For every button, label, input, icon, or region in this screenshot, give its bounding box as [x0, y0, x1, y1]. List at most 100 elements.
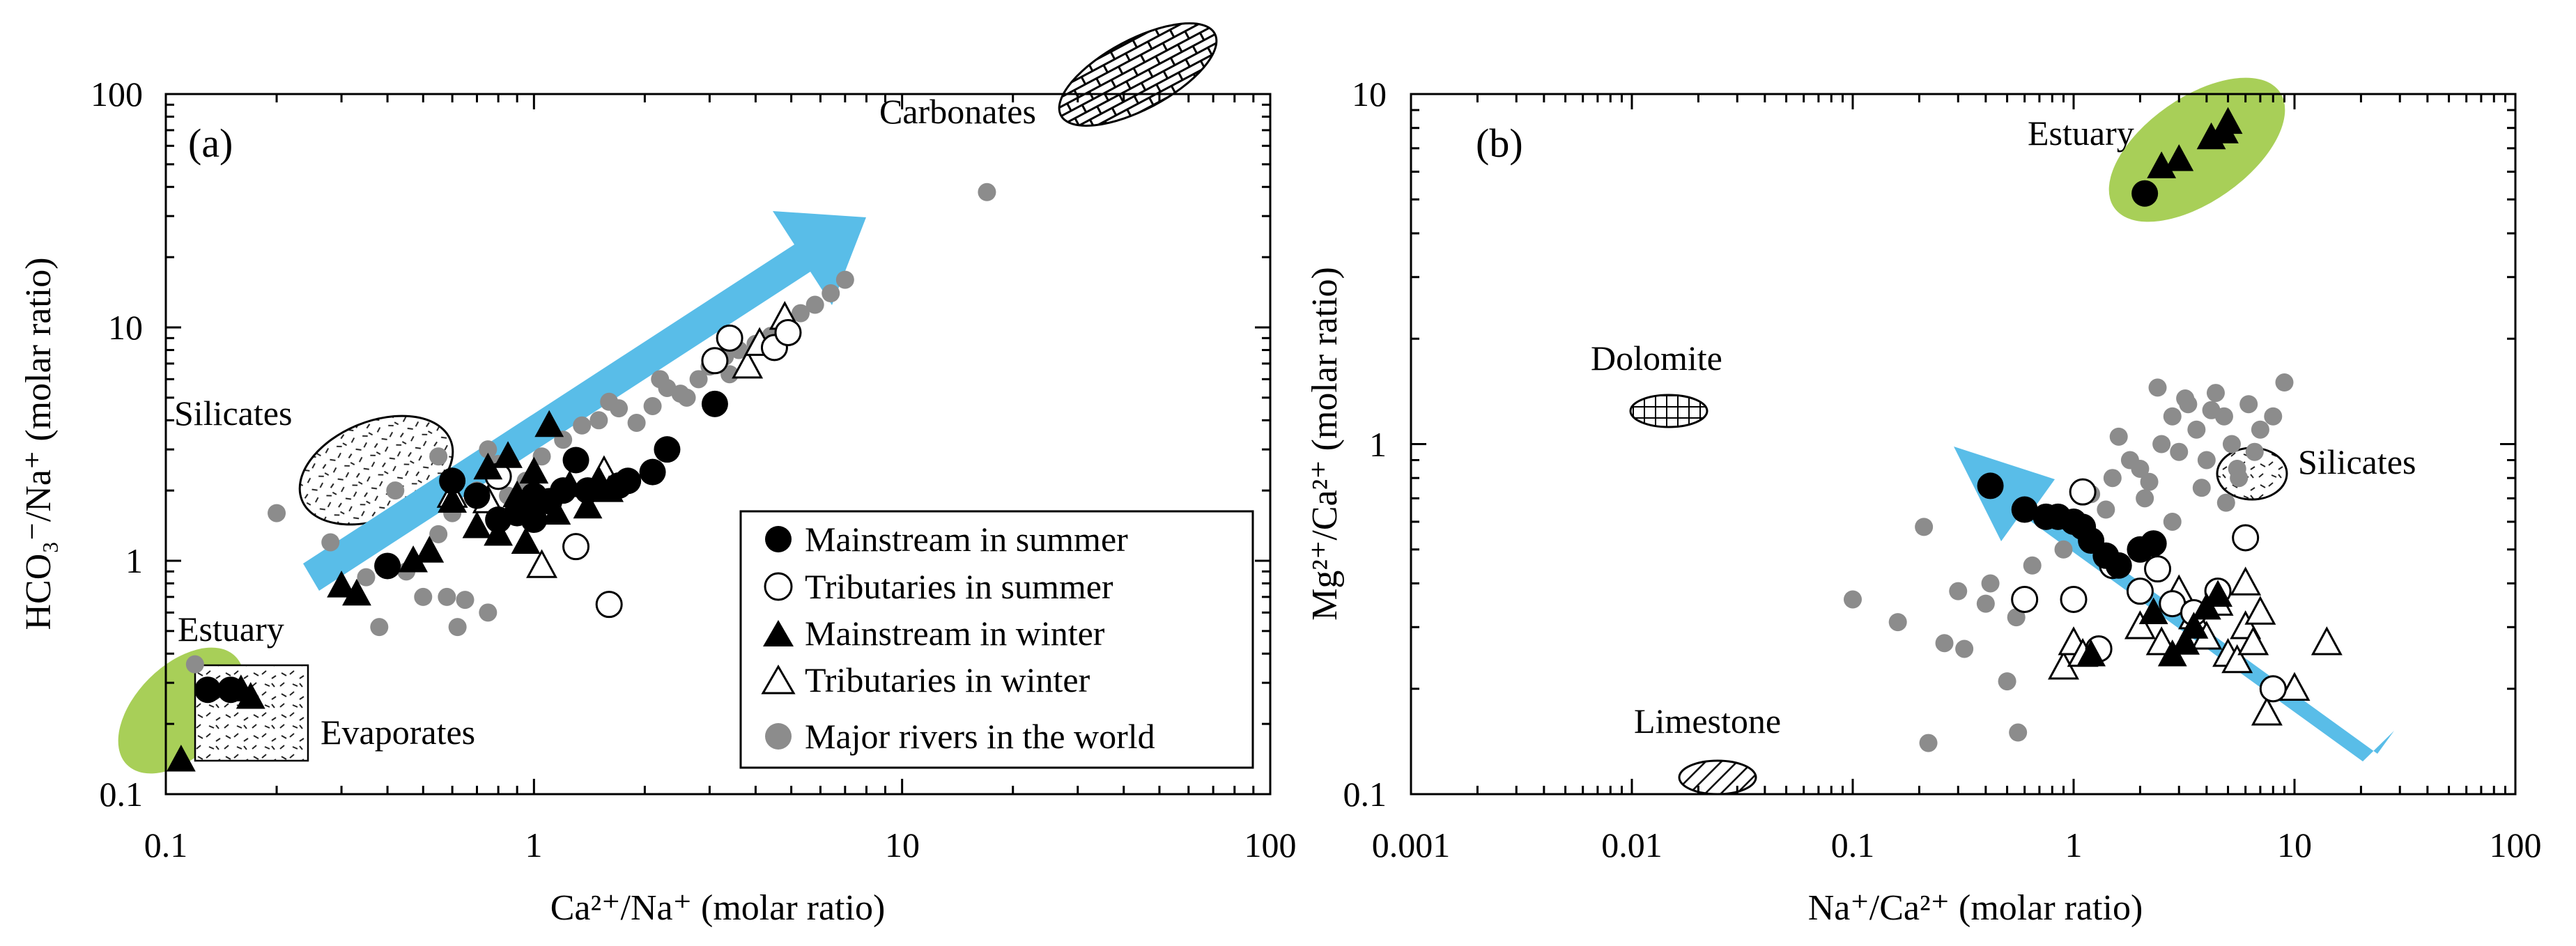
legend-label-2: Mainstream in winter [805, 614, 1105, 653]
data-point-ms-summer [2131, 180, 2159, 207]
data-point-tr-summer [716, 324, 743, 352]
data-point-world [429, 447, 448, 466]
data-point-ms-summer [550, 477, 577, 504]
b-panel-tag: (b) [1476, 121, 1523, 166]
a-y-tick-1: 1 [125, 541, 143, 580]
legend-marker-tributaries-summer [764, 572, 793, 601]
data-point-world [357, 568, 376, 587]
data-point-tr-winter [2237, 626, 2269, 656]
data-point-world [1976, 594, 1995, 613]
data-point-tr-winter [2221, 644, 2253, 674]
data-point-tr-summer [774, 318, 802, 346]
data-point-tr-summer [562, 533, 590, 561]
data-point-ms-winter [2179, 612, 2209, 639]
data-point-world [978, 183, 996, 201]
data-point-ms-winter [166, 745, 196, 772]
data-point-world [479, 440, 498, 459]
data-point-world [835, 270, 854, 289]
data-point-ms-winter [2213, 107, 2243, 134]
data-point-world [689, 370, 708, 389]
data-point-ms-summer [562, 447, 589, 474]
data-point-ms-summer [639, 458, 666, 486]
b-y-tick-0: 0.1 [1343, 775, 1387, 814]
data-point-ms-winter [519, 456, 549, 484]
data-point-ms-summer [2140, 530, 2167, 557]
data-point-ms-winter [327, 571, 356, 598]
b-x-tick-4: 10 [2277, 825, 2312, 864]
data-point-world [448, 618, 467, 637]
data-point-tr-winter [2278, 672, 2311, 701]
data-point-ms-winter [473, 452, 503, 480]
data-point-world [2202, 401, 2221, 419]
a-x-tick-1: 1 [525, 825, 543, 864]
data-point-tr-winter [732, 349, 764, 379]
b-annot-silicates: Silicates [2298, 442, 2416, 481]
a-y-axis-label: HCO₃⁻/Na⁺ (molar ratio) [19, 257, 59, 630]
b-x-tick-2: 0.1 [1831, 825, 1875, 864]
panel-b-ticks [1410, 93, 2517, 796]
legend: Mainstream in summer Tributaries in summ… [739, 510, 1254, 769]
data-point-world [573, 416, 592, 435]
data-point-world [2163, 512, 2182, 531]
data-point-ms-summer [217, 676, 245, 704]
data-point-ms-winter [2076, 639, 2106, 667]
data-point-ms-winter [2203, 580, 2232, 607]
data-point-world [2275, 373, 2294, 392]
data-point-world [2148, 378, 2167, 397]
data-point-tr-summer [2232, 524, 2260, 552]
data-point-ms-winter [438, 486, 468, 513]
a-y-tick-3: 100 [91, 75, 143, 114]
data-point-world [2222, 435, 2241, 453]
data-point-ms-summer [1977, 472, 2004, 499]
data-point-ms-winter [573, 491, 603, 519]
data-point-world [1955, 639, 1974, 658]
data-point-world [2131, 459, 2150, 478]
legend-marker-tributaries-winter [761, 665, 796, 695]
data-point-world [2187, 420, 2206, 439]
legend-label-3: Tributaries in winter [805, 660, 1090, 699]
data-point-world [651, 370, 670, 389]
panel-b: 0.001 0.01 0.1 1 10 100 0.1 1 10 Na⁺/Ca²… [1305, 75, 2542, 928]
data-point-world [2023, 556, 2042, 575]
plot-frame-a [164, 93, 1272, 796]
data-point-tr-summer [2011, 585, 2039, 613]
data-point-world [386, 481, 405, 500]
data-point-world [479, 603, 498, 622]
data-point-world [822, 284, 840, 303]
data-point-tr-summer [2069, 478, 2097, 506]
data-point-tr-summer [595, 591, 623, 619]
data-point-world [1915, 518, 1934, 536]
data-point-world [2103, 469, 2122, 488]
legend-label-1: Tributaries in summer [805, 567, 1113, 606]
data-point-world [2109, 427, 2128, 446]
data-point-world [2239, 395, 2258, 414]
a-x-tick-2: 10 [885, 825, 920, 864]
legend-marker-major-rivers [765, 723, 792, 750]
data-point-ms-winter [236, 681, 265, 709]
data-point-tr-summer [2060, 585, 2088, 613]
data-point-ms-summer [520, 506, 548, 534]
data-point-world [2054, 540, 2073, 559]
data-point-world [1844, 590, 1862, 609]
data-point-world [1981, 574, 2000, 593]
data-point-world [185, 655, 204, 674]
a-x-tick-0: 0.1 [144, 825, 188, 864]
data-point-world [2163, 407, 2182, 426]
data-point-tr-winter [2124, 610, 2156, 639]
data-point-world [2170, 442, 2189, 461]
data-point-ms-summer [2105, 552, 2132, 579]
legend-box [739, 510, 1254, 769]
data-point-world [791, 304, 810, 323]
legend-marker-mainstream-winter [763, 620, 794, 646]
data-point-world [456, 591, 475, 610]
a-y-tick-2: 10 [108, 308, 143, 347]
data-point-world [600, 392, 619, 411]
b-x-tick-0: 0.001 [1372, 825, 1451, 864]
panel-a-points [166, 183, 996, 772]
data-point-tr-summer [2259, 675, 2287, 703]
data-point-world [2097, 500, 2115, 519]
data-point-tr-winter [2251, 697, 2283, 726]
data-point-world [2192, 479, 2211, 497]
data-point-ms-summer [701, 390, 728, 417]
